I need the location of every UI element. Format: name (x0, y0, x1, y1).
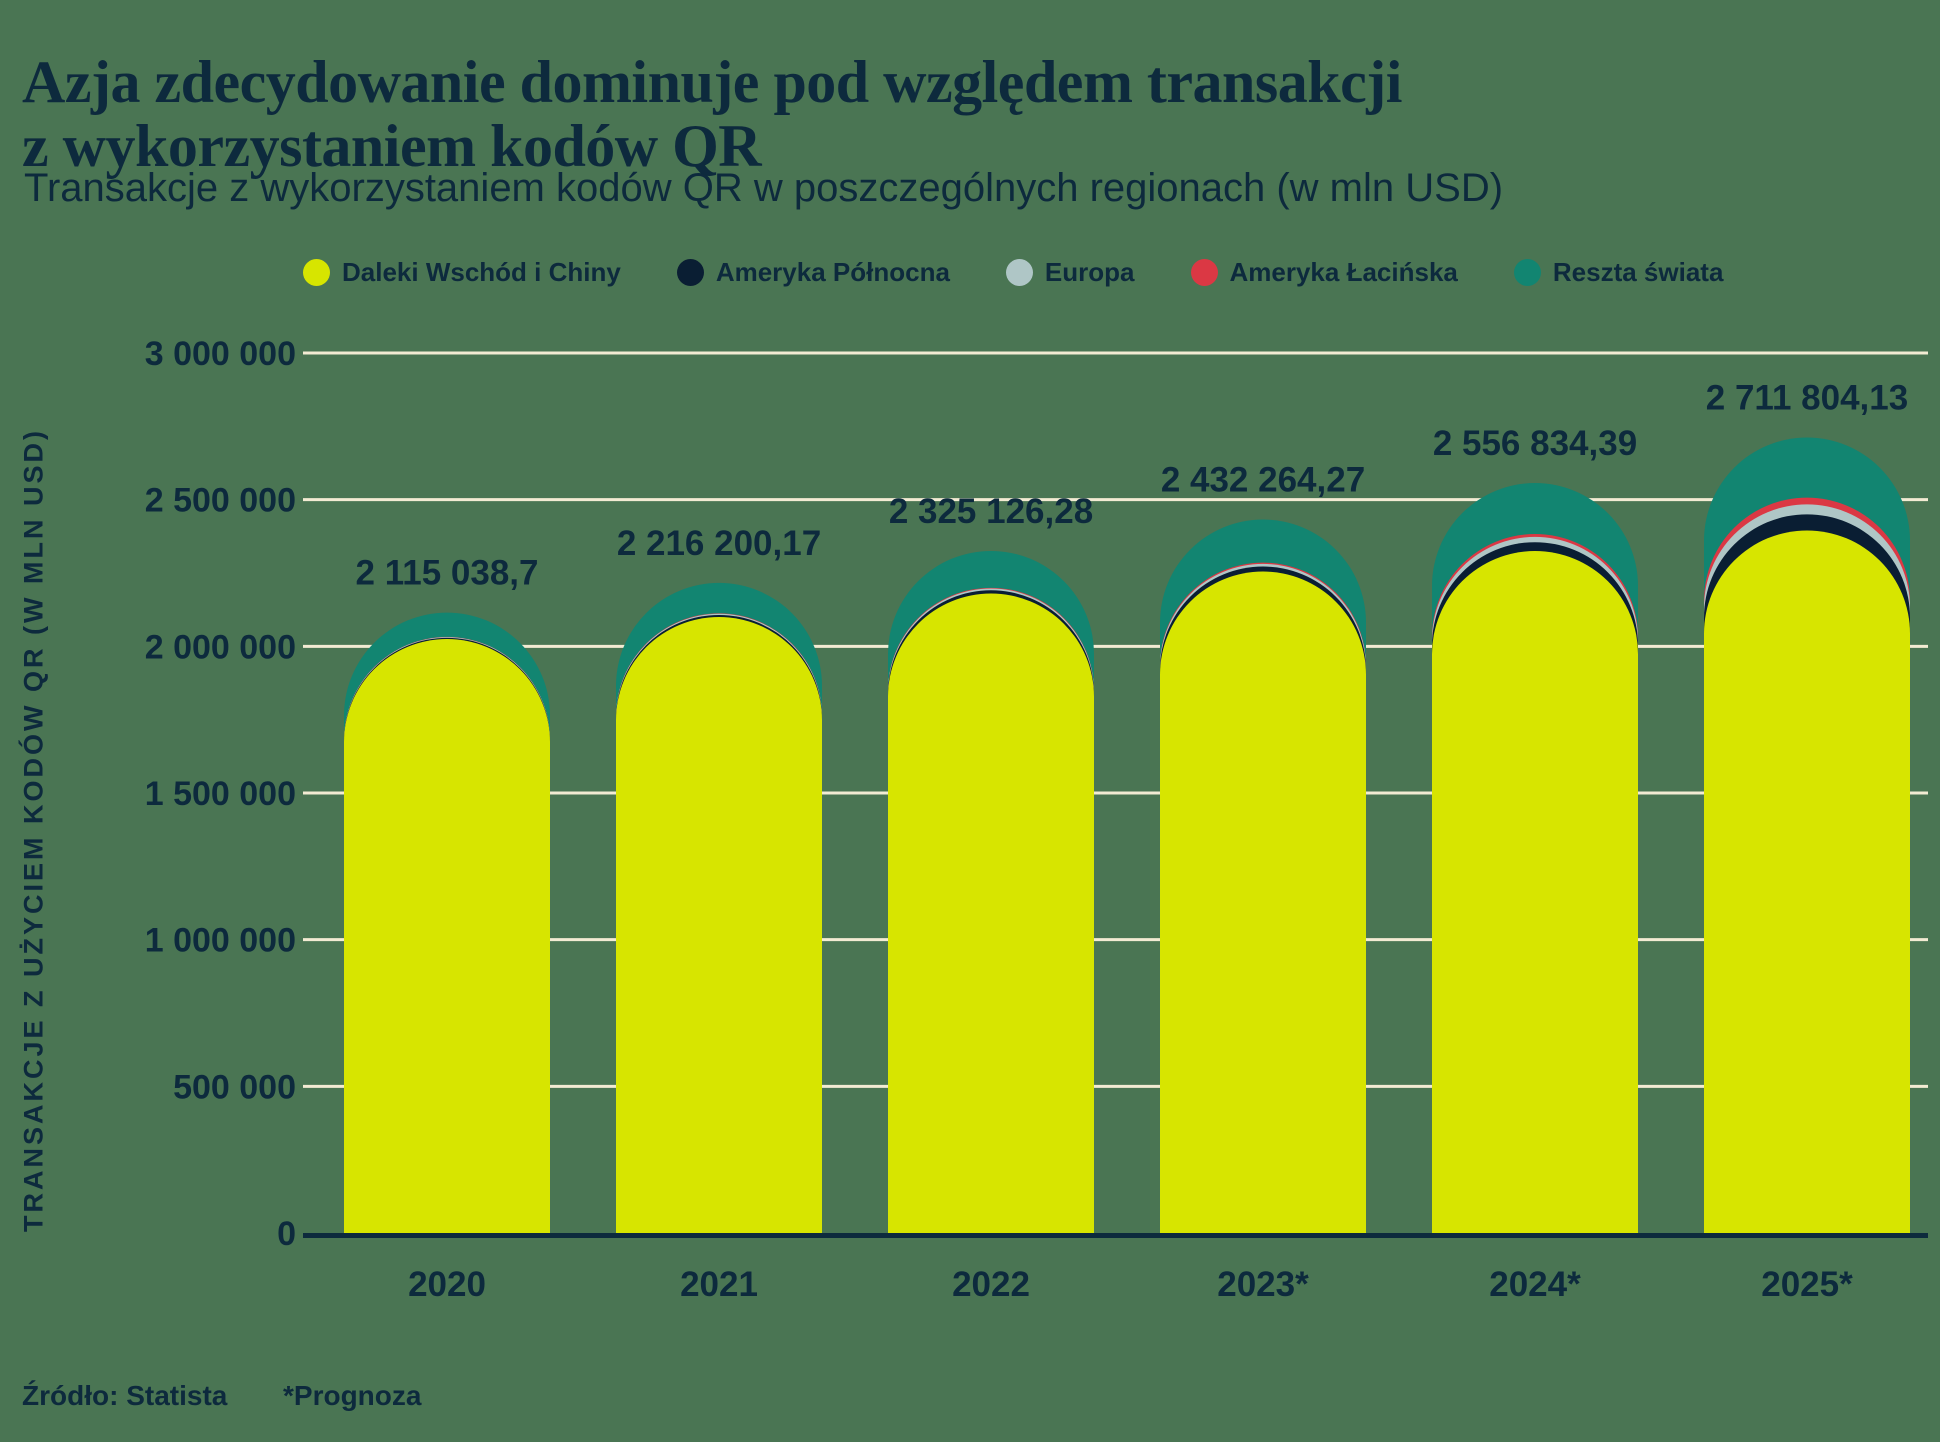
legend-label: Daleki Wschód i Chiny (342, 257, 621, 287)
bar-segment-1 (1704, 530, 1910, 1233)
y-tick-label: 0 (277, 1215, 296, 1253)
legend-swatch-icon (676, 259, 704, 286)
x-tick-label: 2020 (408, 1265, 486, 1304)
y-tick-label: 1 500 000 (145, 775, 296, 813)
bar-segment-1 (1160, 571, 1366, 1233)
y-tick-label: 1 000 000 (145, 922, 296, 960)
y-tick-label: 2 000 000 (145, 628, 296, 666)
x-tick-label: 2021 (680, 1265, 758, 1304)
bar-total-label: 2 711 804,13 (1706, 379, 1908, 418)
legend-item: Europa (1005, 257, 1135, 288)
bar-total-label: 2 216 200,17 (617, 524, 821, 563)
legend-label: Ameryka Łacińska (1229, 257, 1458, 287)
legend-item: Reszta świata (1513, 257, 1724, 288)
title-line-1: Azja zdecydowanie dominuje pod względem … (22, 49, 1402, 116)
bar-total-label: 2 325 126,28 (889, 492, 1093, 531)
legend-swatch-icon (1513, 259, 1541, 286)
bar-total-label: 2 432 264,27 (1161, 461, 1365, 500)
chart-subtitle: Transakcje z wykorzystaniem kodów QR w p… (24, 166, 1504, 210)
title-line-2: z wykorzystaniem kodów QR (22, 113, 762, 180)
x-tick-label: 2022 (952, 1265, 1030, 1304)
legend-label: Europa (1044, 257, 1135, 287)
bar-segment-1 (616, 617, 822, 1233)
source-label: Źródło: Statista (22, 1380, 228, 1411)
legend-swatch-icon (1005, 259, 1033, 286)
legend-item: Ameryka Północna (676, 257, 950, 288)
x-tick-label: 2025* (1761, 1265, 1853, 1304)
y-tick-label: 2 500 000 (145, 482, 296, 520)
x-tick-label: 2023* (1217, 1265, 1309, 1304)
forecast-note: *Prognoza (283, 1380, 422, 1411)
y-tick-label: 3 000 000 (145, 335, 296, 373)
bar-segment-1 (887, 593, 1094, 1233)
legend-item: Daleki Wschód i Chiny (303, 257, 621, 288)
legend-label: Reszta świata (1552, 257, 1724, 287)
legend-swatch-icon (1190, 259, 1218, 286)
legend-swatch-icon (303, 259, 330, 286)
bar-segment-1 (1432, 551, 1638, 1233)
chart-legend: Daleki Wschód i Chiny Ameryka Północna Eur… (303, 257, 1723, 288)
bar-segment-1 (344, 639, 550, 1233)
page-title: Azja zdecydowanie dominuje pod względem … (22, 50, 1402, 178)
y-tick-label: 500 000 (173, 1068, 296, 1106)
legend-item: Ameryka Łacińska (1190, 257, 1458, 288)
x-tick-label: 2024* (1489, 1265, 1581, 1304)
bar-total-label: 2 556 834,39 (1433, 424, 1637, 463)
legend-label: Ameryka Północna (715, 257, 950, 287)
bar-total-label: 2 115 038,7 (356, 554, 539, 593)
